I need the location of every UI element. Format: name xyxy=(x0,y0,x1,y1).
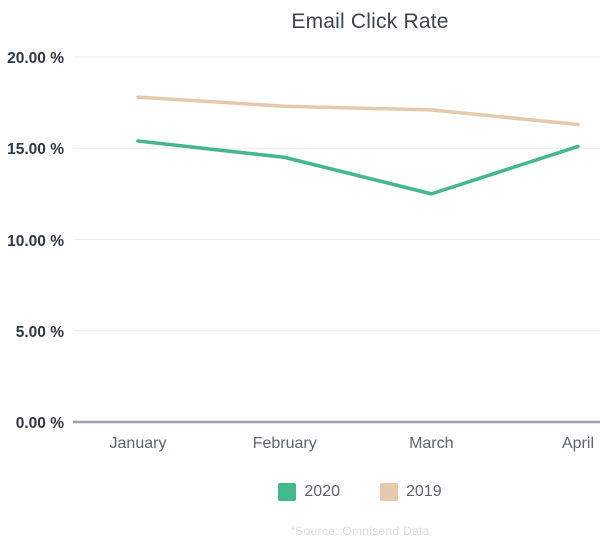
y-tick-label: 15.00 % xyxy=(7,141,64,158)
source-note: *Source: Omnisend Data xyxy=(290,524,430,538)
series-line-2019 xyxy=(136,95,580,127)
x-axis-labels: January February March April xyxy=(110,435,594,452)
gridlines xyxy=(73,56,600,424)
x-tick-label: February xyxy=(253,435,317,452)
x-tick-label: April xyxy=(562,435,594,452)
x-tick-label: January xyxy=(110,435,167,452)
legend-item-2020: 2020 xyxy=(278,483,340,501)
y-tick-label: 5.00 % xyxy=(16,324,64,341)
y-tick-label: 20.00 % xyxy=(7,50,64,67)
legend-swatch-2019 xyxy=(380,483,398,501)
series-line-2020 xyxy=(136,139,580,196)
legend-item-2019: 2019 xyxy=(380,483,442,501)
y-axis-labels: 20.00 % 15.00 % 10.00 % 5.00 % 0.00 % xyxy=(7,50,64,432)
x-tick-label: March xyxy=(409,435,453,452)
legend-label: 2019 xyxy=(406,483,442,500)
y-tick-label: 10.00 % xyxy=(7,233,64,250)
legend-label: 2020 xyxy=(304,483,340,500)
line-chart: 20.00 % 15.00 % 10.00 % 5.00 % 0.00 % Ja… xyxy=(7,50,600,452)
chart-legend: 2020 2019 xyxy=(120,483,600,501)
chart-title: Email Click Rate xyxy=(291,10,449,33)
y-tick-label: 0.00 % xyxy=(16,415,64,432)
legend-swatch-2020 xyxy=(278,483,297,501)
